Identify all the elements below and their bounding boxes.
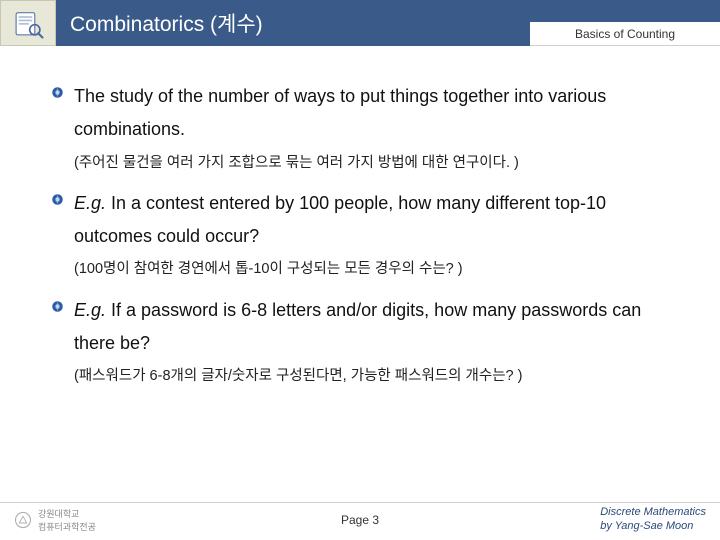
bullet-icon — [50, 299, 68, 319]
slide-title: Combinatorics (계수) — [56, 0, 530, 46]
bullet-item: E.g. In a contest entered by 100 people,… — [50, 187, 680, 254]
eg-prefix: E.g. — [74, 193, 106, 213]
bullet-item: The study of the number of ways to put t… — [50, 80, 680, 147]
bullet-text: E.g. If a password is 6-8 letters and/or… — [74, 294, 680, 361]
bullet-main: In a contest entered by 100 people, how … — [74, 193, 606, 246]
bullet-subtext: (주어진 물건을 여러 가지 조합으로 묶는 여러 가지 방법에 대한 연구이다… — [74, 153, 680, 173]
bullet-icon — [50, 192, 68, 212]
footer-line1: Discrete Mathematics — [600, 506, 706, 519]
footer-line2: by Yang-Sae Moon — [600, 520, 706, 533]
slide-content: The study of the number of ways to put t… — [0, 46, 720, 387]
page-number: Page 3 — [341, 513, 379, 527]
eg-prefix: E.g. — [74, 300, 106, 320]
bullet-main: If a password is 6-8 letters and/or digi… — [74, 300, 641, 353]
header-decor-icon — [0, 0, 56, 46]
footer-credits: Discrete Mathematics by Yang-Sae Moon — [600, 506, 706, 532]
bullet-item: E.g. If a password is 6-8 letters and/or… — [50, 294, 680, 361]
bullet-text: E.g. In a contest entered by 100 people,… — [74, 187, 680, 254]
footer-logo: 강원대학교 컴퓨터과학전공 — [14, 507, 96, 533]
bullet-text: The study of the number of ways to put t… — [74, 80, 680, 147]
header-right: Basics of Counting — [530, 0, 720, 46]
slide-header: Combinatorics (계수) Basics of Counting — [0, 0, 720, 46]
footer-logo-text: 강원대학교 컴퓨터과학전공 — [38, 507, 96, 533]
slide-subtitle: Basics of Counting — [530, 22, 720, 46]
bullet-subtext: (100명이 참여한 경연에서 톱-10이 구성되는 모든 경우의 수는? ) — [74, 259, 680, 279]
bullet-icon — [50, 85, 68, 105]
bullet-subtext: (패스워드가 6-8개의 글자/숫자로 구성된다면, 가능한 패스워드의 개수는… — [74, 366, 680, 386]
slide-footer: 강원대학교 컴퓨터과학전공 Page 3 Discrete Mathematic… — [0, 502, 720, 536]
